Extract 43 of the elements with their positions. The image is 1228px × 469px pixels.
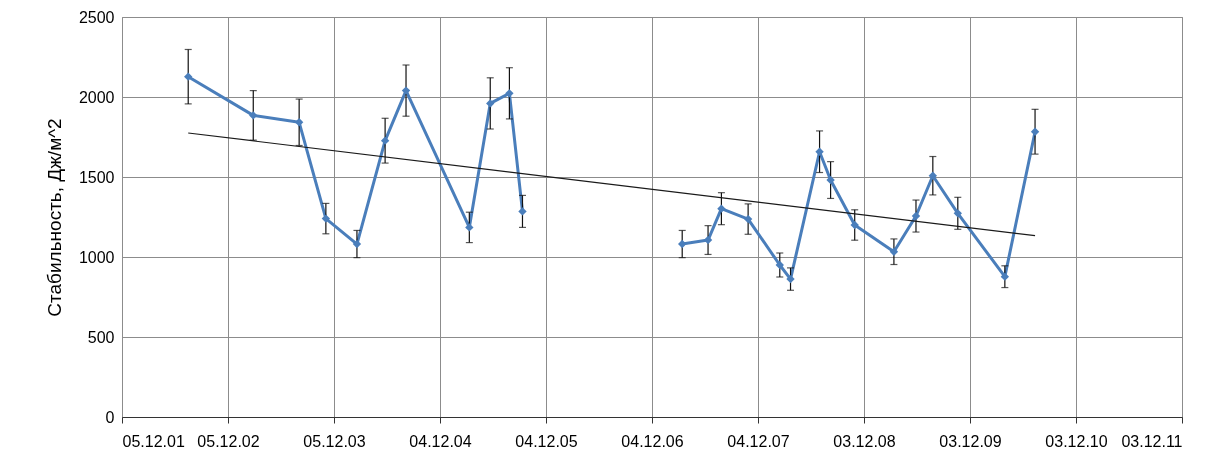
point xyxy=(518,207,527,216)
point xyxy=(678,239,687,249)
point xyxy=(786,274,795,284)
x-tick-label: 03.12.10 xyxy=(1045,432,1108,450)
y-tick-label: 2000 xyxy=(78,88,115,106)
point xyxy=(717,204,726,213)
point xyxy=(321,214,331,223)
x-tick-label: 03.12.11 xyxy=(1121,432,1183,450)
x-tick-label: 03.12.08 xyxy=(833,432,896,450)
x-tick-label: 05.12.03 xyxy=(303,432,366,450)
x-tick-label: 03.12.09 xyxy=(939,432,1002,450)
point xyxy=(249,111,258,120)
point xyxy=(953,209,962,218)
point xyxy=(352,239,362,249)
y-tick-label: 500 xyxy=(87,328,115,346)
point xyxy=(850,220,859,230)
point xyxy=(465,223,474,232)
point xyxy=(826,175,835,185)
x-tick-label: 05.12.02 xyxy=(197,432,260,450)
point xyxy=(928,171,938,180)
y-tick-label: 1500 xyxy=(78,168,115,186)
point xyxy=(505,89,514,98)
point xyxy=(294,118,304,127)
point xyxy=(401,86,411,95)
y-axis-title: Стабильность, Дж/м^2 xyxy=(43,118,65,317)
point xyxy=(380,136,390,145)
point xyxy=(486,99,495,108)
y-tick-label: 0 xyxy=(105,408,115,426)
x-tick-label: 04.12.07 xyxy=(727,432,790,450)
x-tick-label: 04.12.04 xyxy=(409,432,472,450)
x-tick-label: 04.12.05 xyxy=(515,432,578,450)
x-tick-label: 05.12.01 xyxy=(122,432,185,450)
y-tick-label: 2500 xyxy=(78,8,115,26)
point xyxy=(815,147,824,156)
point xyxy=(775,260,784,270)
point xyxy=(743,214,753,224)
point xyxy=(1000,272,1010,281)
point xyxy=(889,247,899,256)
y-tick-label: 1000 xyxy=(78,248,115,266)
point xyxy=(911,211,921,221)
point xyxy=(1030,127,1040,136)
point xyxy=(184,72,193,81)
x-tick-label: 04.12.06 xyxy=(621,432,684,450)
